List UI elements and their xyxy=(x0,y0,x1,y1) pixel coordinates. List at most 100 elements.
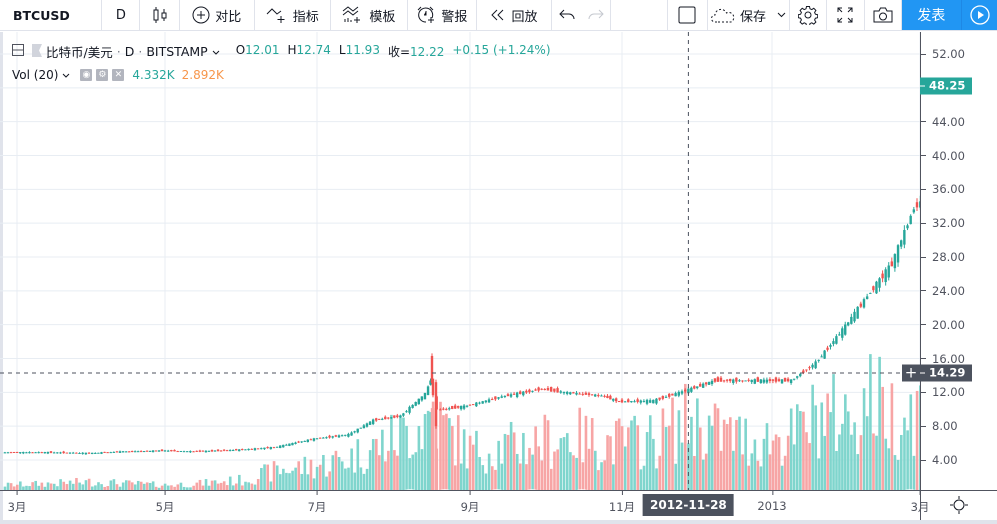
chevron-down-icon[interactable] xyxy=(62,68,70,82)
chart-settings-corner[interactable] xyxy=(920,490,997,522)
low-key: L xyxy=(338,43,346,57)
publish-button[interactable]: 发表 xyxy=(901,0,963,30)
gear-icon[interactable]: ⚙ xyxy=(96,69,109,81)
templates-label: 模板 xyxy=(369,9,396,25)
templates-button[interactable]: 模板 xyxy=(331,0,408,30)
chart-pane[interactable]: − + ‹ › ↺ » xyxy=(0,32,920,490)
time-tick: 7月 xyxy=(307,491,327,514)
time-tick: 2013 xyxy=(757,491,787,513)
price-tick: 52.00 xyxy=(921,47,965,61)
price-tick: 20.00 xyxy=(921,318,965,332)
price-tick: 4.00 xyxy=(921,453,958,467)
volume-legend: Vol (20) ◉ ⚙ ✕ 4.332K 2.892K xyxy=(12,68,224,82)
volume-value: 4.332K xyxy=(132,68,175,82)
price-axis[interactable]: 52.0048.0044.0040.0036.0032.0028.0024.00… xyxy=(902,32,997,490)
close-value: 12.22 xyxy=(410,45,445,59)
add-alert-plus-icon[interactable]: + xyxy=(902,364,920,382)
redo-button[interactable] xyxy=(582,0,612,30)
flag-icon[interactable] xyxy=(32,43,42,60)
symbol-title[interactable]: 比特币/美元 xyxy=(46,45,113,60)
replay-button[interactable]: 回放 xyxy=(477,0,552,30)
crosshair-date-label: 2012-11-28 xyxy=(643,494,734,516)
save-button[interactable]: 保存 xyxy=(708,0,791,30)
symbol-search-button[interactable]: BTCUSD xyxy=(0,0,103,30)
collapse-legend-icon[interactable] xyxy=(12,44,24,59)
templates-icon xyxy=(342,6,364,24)
alert-label: 警报 xyxy=(441,9,468,25)
undo-button[interactable] xyxy=(552,0,582,30)
high-value: 12.74 xyxy=(296,43,331,57)
high-key: H xyxy=(287,43,297,57)
price-tick: 44.00 xyxy=(921,115,965,129)
alert-button[interactable]: 警报 xyxy=(408,0,478,30)
exchange-label[interactable]: BITSTAMP xyxy=(146,44,208,59)
close-key: 收= xyxy=(387,45,411,59)
settings-button[interactable] xyxy=(790,0,828,30)
legend-interval: D xyxy=(124,44,135,59)
camera-icon xyxy=(873,7,893,23)
chevron-down-icon[interactable] xyxy=(777,12,786,18)
toolbar-spacer xyxy=(611,0,669,30)
screenshot-button[interactable] xyxy=(865,0,902,30)
volume-ma-value: 2.892K xyxy=(181,68,224,82)
time-tick: 9月 xyxy=(460,491,480,514)
fullscreen-button[interactable] xyxy=(827,0,865,30)
separator: · xyxy=(138,44,143,59)
volume-label[interactable]: Vol (20) xyxy=(12,68,59,82)
price-tick: 24.00 xyxy=(921,284,965,298)
candles-icon xyxy=(152,6,168,24)
compare-button[interactable]: 对比 xyxy=(180,0,255,30)
play-button[interactable] xyxy=(962,0,997,30)
indicators-icon xyxy=(266,6,288,24)
scroll-right-button[interactable]: › xyxy=(517,489,547,490)
top-toolbar: BTCUSD D 对比 指标 模板 警报 回放 保存 xyxy=(0,0,997,31)
separator: · xyxy=(116,44,121,59)
left-border xyxy=(0,32,3,522)
price-tick: 40.00 xyxy=(921,149,965,163)
scroll-left-button[interactable]: ‹ xyxy=(482,489,512,490)
price-tick: 36.00 xyxy=(921,182,965,196)
main-series-legend: 比特币/美元 · D · BITSTAMP O12.01 H12.74 L11.… xyxy=(12,42,551,61)
compare-label: 对比 xyxy=(215,9,242,25)
price-tick: 12.00 xyxy=(921,385,965,399)
alarm-clock-icon xyxy=(416,6,436,24)
indicators-button[interactable]: 指标 xyxy=(255,0,332,30)
rewind-icon xyxy=(490,8,506,22)
visibility-icon[interactable]: ◉ xyxy=(80,69,93,81)
time-axis[interactable]: 3月 5月 7月 9月 11月 2013 3月 2012-11-28 xyxy=(0,490,929,522)
price-tick: 32.00 xyxy=(921,216,965,230)
time-tick: 3月 xyxy=(7,491,27,514)
crosshair-price-label: 14.29 xyxy=(920,364,972,382)
cloud-icon xyxy=(711,7,735,23)
price-chart[interactable] xyxy=(0,32,920,490)
chevron-down-icon[interactable] xyxy=(212,44,220,59)
open-key: O xyxy=(235,43,246,57)
ohlc-values: O12.01 H12.74 L11.93 收=12.22 +0.15 (+1.2… xyxy=(236,43,551,60)
interval-button[interactable]: D xyxy=(102,0,141,30)
time-tick: 11月 xyxy=(608,491,636,514)
square-layout-icon xyxy=(678,6,696,24)
indicators-label: 指标 xyxy=(292,9,319,25)
open-value: 12.01 xyxy=(245,43,280,57)
reset-chart-button[interactable]: ↺ xyxy=(567,489,597,490)
zoom-in-button[interactable]: + xyxy=(430,489,460,490)
price-tick: 16.00 xyxy=(921,352,965,366)
redo-icon xyxy=(588,9,604,21)
replay-label: 回放 xyxy=(511,9,538,25)
layout-button[interactable] xyxy=(668,0,708,30)
price-tick: 8.00 xyxy=(921,419,958,433)
close-icon[interactable]: ✕ xyxy=(112,69,125,81)
chart-type-button[interactable] xyxy=(140,0,180,30)
low-value: 11.93 xyxy=(345,43,380,57)
plus-circle-icon xyxy=(192,6,210,24)
gear-icon xyxy=(798,5,819,25)
zoom-out-button[interactable]: − xyxy=(395,489,425,490)
price-tick: 28.00 xyxy=(921,250,965,264)
time-tick: 5月 xyxy=(155,491,175,514)
bottom-border xyxy=(0,520,997,524)
change-value: +0.15 (+1.24%) xyxy=(452,43,551,57)
scroll-to-realtime-button[interactable]: » xyxy=(895,489,920,490)
fullscreen-icon xyxy=(837,7,853,23)
last-price-label: 48.25 xyxy=(920,77,972,95)
play-circle-icon xyxy=(969,5,990,25)
